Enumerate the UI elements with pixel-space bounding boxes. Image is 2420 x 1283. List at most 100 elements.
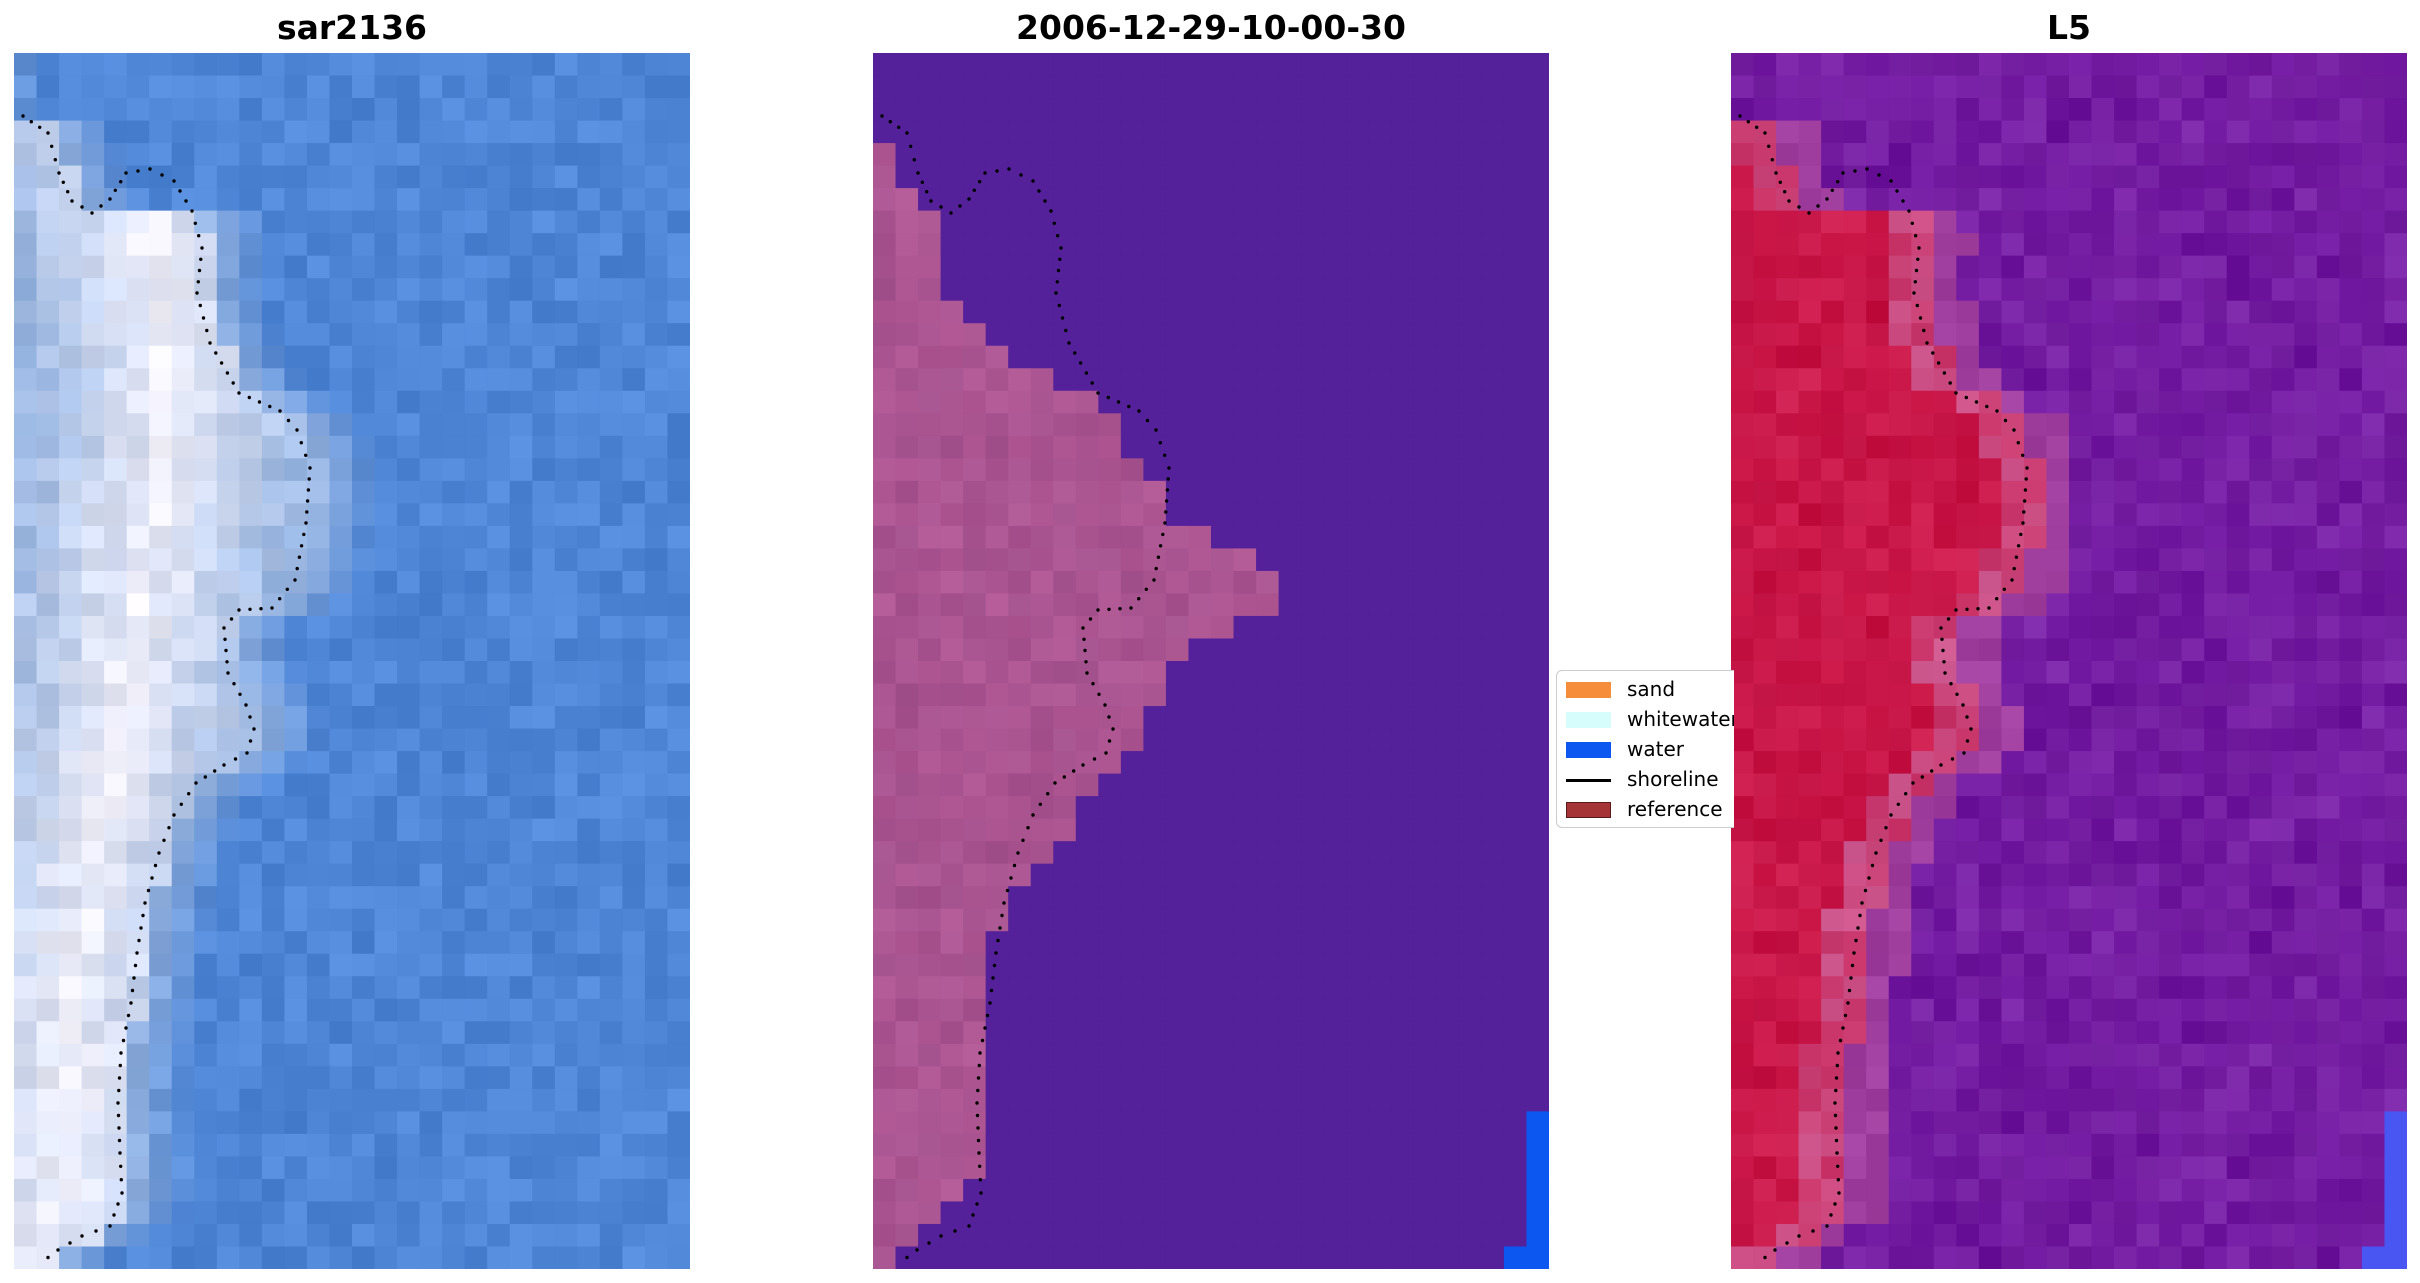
index-pixel — [1933, 165, 1957, 189]
shoreline-point — [68, 1241, 72, 1245]
class-pixel — [1526, 908, 1549, 932]
class-pixel — [1413, 1201, 1437, 1225]
index-pixel — [1843, 908, 1867, 932]
class-pixel — [963, 706, 987, 730]
index-pixel — [1821, 931, 1845, 955]
image-pixel — [352, 98, 376, 122]
class-pixel — [1436, 976, 1460, 1000]
class-pixel — [1368, 323, 1392, 347]
class-pixel — [895, 863, 919, 887]
class-pixel — [1008, 570, 1032, 595]
shoreline-point — [1165, 488, 1170, 492]
class-pixel — [1413, 165, 1437, 189]
image-pixel — [171, 1201, 195, 1225]
index-pixel — [2136, 120, 2160, 144]
image-pixel — [216, 1111, 240, 1135]
class-pixel — [1413, 210, 1437, 234]
image-pixel — [509, 1066, 533, 1090]
image-pixel — [284, 233, 308, 257]
index-pixel — [2249, 255, 2273, 279]
index-pixel — [2181, 841, 2205, 865]
index-pixel — [2316, 255, 2340, 279]
image-pixel — [374, 683, 398, 707]
class-pixel — [940, 210, 964, 234]
shoreline-point — [975, 1101, 979, 1105]
image-pixel — [532, 435, 556, 459]
image-pixel — [81, 435, 105, 459]
index-pixel — [1911, 98, 1935, 122]
index-pixel — [2361, 818, 2386, 842]
index-pixel — [2294, 413, 2318, 437]
image-pixel — [667, 1043, 690, 1067]
image-pixel — [419, 683, 443, 707]
index-pixel — [2226, 818, 2250, 842]
index-pixel — [2316, 210, 2340, 234]
index-pixel — [2069, 435, 2093, 459]
class-pixel — [1030, 1246, 1054, 1269]
index-pixel — [2339, 525, 2363, 550]
image-pixel — [126, 300, 150, 324]
class-pixel — [1413, 751, 1437, 775]
index-pixel — [2361, 1133, 2386, 1158]
class-pixel — [1413, 638, 1437, 662]
image-pixel — [171, 75, 195, 99]
class-pixel — [1233, 818, 1257, 842]
shoreline-point — [237, 391, 241, 395]
image-pixel — [599, 1223, 623, 1248]
index-pixel — [2249, 863, 2273, 887]
class-pixel — [1278, 593, 1302, 617]
class-pixel — [1436, 728, 1460, 752]
index-pixel — [2204, 638, 2228, 662]
image-pixel — [171, 435, 195, 459]
index-pixel — [2091, 120, 2115, 144]
class-pixel — [1391, 210, 1415, 234]
class-pixel — [1008, 908, 1032, 932]
index-pixel — [2136, 998, 2160, 1022]
index-pixel — [1843, 345, 1867, 369]
shoreline-point — [1056, 234, 1060, 238]
image-pixel — [104, 751, 128, 775]
index-pixel — [1978, 1043, 2002, 1067]
index-pixel — [2136, 1066, 2160, 1090]
image-pixel — [216, 773, 240, 797]
image-pixel — [104, 1043, 128, 1067]
class-pixel — [1188, 255, 1212, 279]
index-pixel — [2181, 233, 2205, 257]
index-pixel — [1933, 390, 1957, 414]
class-pixel — [1098, 75, 1122, 99]
image-pixel — [532, 1156, 556, 1180]
index-pixel — [2339, 615, 2363, 640]
class-pixel — [1053, 233, 1077, 257]
class-pixel — [1211, 1178, 1235, 1203]
class-pixel — [1436, 751, 1460, 775]
class-pixel — [963, 998, 987, 1022]
image-pixel — [509, 1088, 533, 1112]
index-pixel — [2249, 120, 2273, 144]
image-pixel — [261, 1021, 285, 1045]
index-pixel — [2181, 75, 2205, 99]
index-pixel — [1821, 435, 1845, 459]
image-pixel — [667, 233, 690, 257]
index-pixel — [2159, 300, 2183, 324]
index-pixel — [1821, 706, 1845, 730]
index-pixel — [1933, 976, 1957, 1000]
image-pixel — [442, 886, 466, 910]
image-pixel — [622, 1201, 646, 1225]
image-pixel — [442, 53, 466, 77]
class-pixel — [1165, 75, 1190, 99]
class-pixel — [918, 233, 942, 257]
index-pixel — [1978, 863, 2002, 887]
index-pixel — [2114, 255, 2138, 279]
class-pixel — [1075, 345, 1099, 369]
index-pixel — [2023, 503, 2048, 527]
index-pixel — [2181, 98, 2205, 122]
image-pixel — [126, 345, 150, 369]
index-pixel — [2181, 210, 2205, 234]
class-pixel — [1030, 818, 1054, 842]
class-pixel — [1256, 345, 1280, 369]
index-pixel — [2069, 480, 2093, 504]
index-pixel — [1956, 1133, 1980, 1158]
index-pixel — [1911, 255, 1935, 279]
index-pixel — [2091, 683, 2115, 707]
index-pixel — [1978, 818, 2002, 842]
